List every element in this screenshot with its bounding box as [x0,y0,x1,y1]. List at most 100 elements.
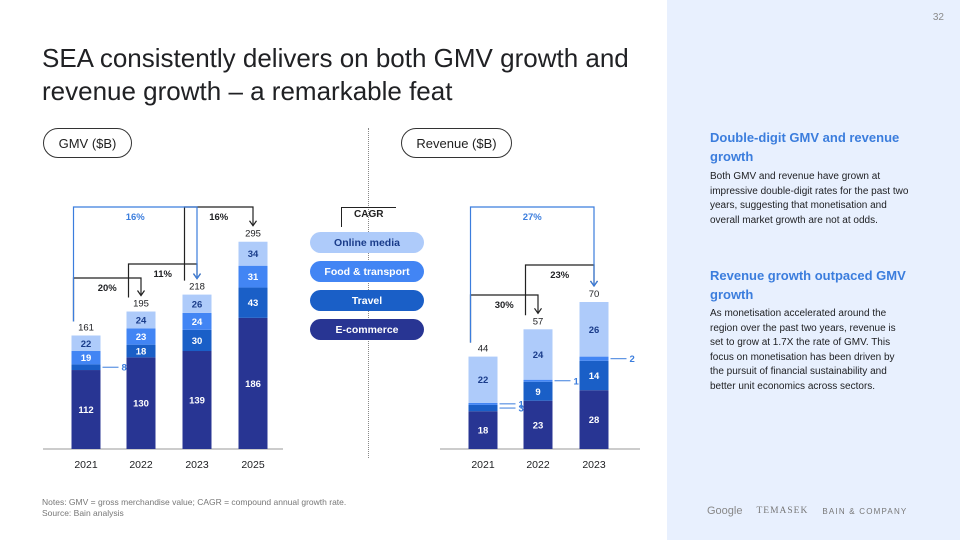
legend-ecommerce: E-commerce [310,319,424,340]
cagr-label: 16% [126,212,146,223]
category-label: 2023 [185,459,209,471]
sidebar-paragraph-growth: Both GMV and revenue have grown at impre… [710,171,909,226]
bar-segment [468,356,498,403]
bar-segment [71,370,101,449]
legend-online-media-label: Online media [334,236,400,249]
data-label: 139 [189,396,205,407]
legend-travel-label: Travel [351,294,383,307]
data-label: 2 [630,354,635,365]
data-label: 9 [535,387,540,398]
data-label: 26 [192,299,203,310]
notes-line: Notes: GMV = gross merchandise value; CA… [42,497,347,507]
sidebar-heading-revenue: Revenue growth outpaced GMV growth [710,268,906,302]
data-label: 130 [133,399,149,410]
sidebar-panel: 32 Double-digit GMV and revenue growth B… [667,0,960,540]
data-label: 22 [81,339,92,350]
data-label: 19 [81,353,92,364]
partner-logos: Google TEMASEK BAIN & COMPANY [707,505,907,517]
bar-segment [126,328,156,345]
data-label: 14 [589,371,600,382]
cagr-bracket [183,206,254,281]
cagr-label: 20% [98,283,118,294]
data-label: 26 [589,325,600,336]
total-label: 161 [78,322,94,333]
cagr-bracket [469,206,595,343]
bar-segment [182,351,212,449]
total-label: 70 [589,289,600,300]
bar-segment [468,404,498,412]
bar-segment [182,312,212,330]
legend-food-transport-label: Food & transport [324,265,410,278]
cagr-label: CAGR [354,209,384,220]
category-label: 2022 [129,459,153,471]
sidebar-paragraph-revenue: As monetisation accelerated around the r… [710,308,896,392]
legend-travel: Travel [310,290,424,311]
bar-segment [523,379,553,382]
bar-segment [71,351,101,365]
data-label: 18 [478,426,489,437]
total-label: 57 [533,316,544,327]
category-label: 2021 [74,459,98,471]
bar-segment [126,311,156,329]
legend-ecommerce-label: E-commerce [335,323,399,336]
data-label: 24 [136,315,147,326]
data-label: 186 [245,379,261,390]
category-label: 2021 [471,459,495,471]
bar-segment [182,329,212,352]
bar-segment [579,360,609,391]
bar-segment [579,356,609,361]
total-label: 195 [133,299,149,310]
bar-segment [182,294,212,313]
bar-segment [523,329,553,380]
cagr-label: 30% [495,300,515,311]
data-label: 8 [122,363,127,374]
bar-segment [238,317,268,449]
data-label: 23 [533,420,544,431]
bar-segment [126,344,156,358]
data-label: 112 [78,405,93,416]
data-label: 22 [478,375,489,386]
bar-segment [468,402,498,405]
page-title: SEA consistently delivers on both GMV gr… [42,43,629,106]
category-label: 2022 [526,459,550,471]
data-label: 3 [519,404,524,415]
gmv-chart-title: GMV ($B) [43,128,132,158]
google-logo: Google [707,505,743,517]
data-label: 31 [248,272,259,283]
cagr-label: 27% [523,212,543,223]
total-label: 44 [478,344,489,355]
cagr-label: 11% [154,269,173,280]
cagr-arrowhead [193,273,201,280]
data-label: 23 [136,332,147,343]
bar-segment [126,357,156,449]
cagr-label: 23% [550,270,570,281]
temasek-logo: TEMASEK [756,506,809,516]
cagr-arrowhead [137,290,145,297]
category-label: 2025 [241,459,265,471]
bar-segment [71,364,101,371]
total-label: 295 [245,229,261,240]
bar-segment [468,411,498,449]
bar-segment [71,335,101,352]
sidebar-heading-growth: Double-digit GMV and revenue growth [710,130,900,164]
data-label: 1 [574,376,580,387]
bar-charts: 1128192216120211301823241952022139302426… [43,206,640,471]
bar-segment [238,241,268,266]
bar-segment [579,302,609,357]
cagr-legend-key: CAGR [341,207,396,227]
data-label: 43 [248,298,259,309]
data-label: 18 [136,347,147,358]
bar-segment [238,265,268,288]
total-label: 218 [189,282,205,293]
cagr-label: 16% [209,212,229,223]
data-label: 34 [248,249,259,260]
bar-segment [523,381,553,401]
category-label: 2023 [582,459,606,471]
bain-logo: BAIN & COMPANY [822,506,908,516]
bar-segment [523,400,553,449]
data-label: 30 [192,336,203,347]
revenue-chart-title: Revenue ($B) [401,128,512,158]
bar-segment [579,390,609,449]
data-label: 28 [589,415,600,426]
cagr-arrowhead [249,220,257,227]
